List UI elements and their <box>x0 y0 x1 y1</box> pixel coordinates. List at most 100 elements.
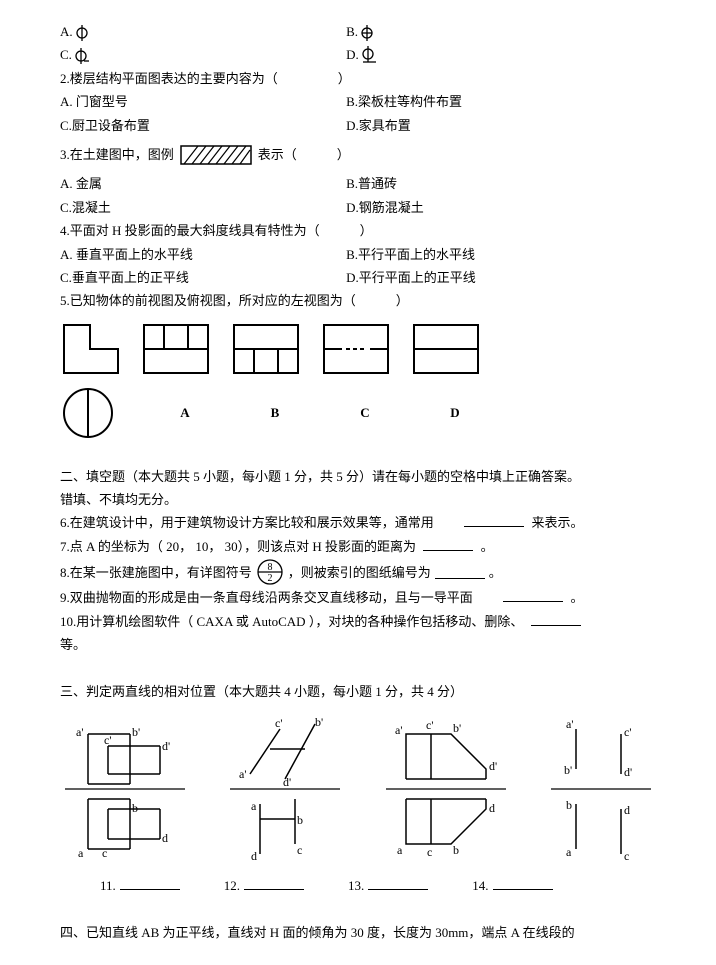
ans-12-blank <box>244 876 304 890</box>
q6: 6.在建筑设计中，用于建筑物设计方案比较和展示效果等，通常用 来表示。 <box>60 511 656 534</box>
section3-heading: 三、判定两直线的相对位置（本大题共 4 小题，每小题 1 分，共 4 分） <box>60 680 656 703</box>
q3-text-a: 3.在土建图中，图例 <box>60 143 174 166</box>
svg-text:c: c <box>427 845 432 859</box>
q6-b: 来表示。 <box>532 515 584 530</box>
q4-a: A. 垂直平面上的水平线 <box>60 243 346 266</box>
q2-b: B.梁板柱等构件布置 <box>346 90 632 113</box>
svg-text:c': c' <box>104 733 112 747</box>
q5-close: ） <box>396 289 409 312</box>
q4-options: A. 垂直平面上的水平线 B.平行平面上的水平线 C.垂直平面上的正平线 D.平… <box>60 243 656 290</box>
q4-stem: 4.平面对 H 投影面的最大斜度线具有特性为（ ） <box>60 219 656 242</box>
q2-stem: 2.楼层结构平面图表达的主要内容为（ ） <box>60 67 656 90</box>
section4-heading: 四、已知直线 AB 为正平线，直线对 H 面的倾角为 30 度，长度为 30mm… <box>60 921 656 944</box>
ans-14: 14. <box>472 874 556 897</box>
label-a: A <box>140 401 230 424</box>
q3-stem: 3.在土建图中，图例 表示（ ） <box>60 143 656 166</box>
svg-text:d: d <box>624 803 630 817</box>
svg-text:d': d' <box>489 759 497 773</box>
q1-opt-a: A. <box>60 20 346 43</box>
q5-labels: A B C D <box>60 385 656 441</box>
q7: 7.点 A 的坐标为（ 20， 10， 30），则该点对 H 投影面的距离为 。 <box>60 535 656 558</box>
svg-text:b: b <box>566 798 572 812</box>
label-c: C <box>320 401 410 424</box>
diagram-14: a' c' b' d' b d a c <box>546 714 656 864</box>
q1-b-label: B. <box>346 20 358 43</box>
q1-options: A. B. C. D. <box>60 20 656 67</box>
label-b: B <box>230 401 320 424</box>
q2-a: A. 门窗型号 <box>60 90 346 113</box>
q4-text: 4.平面对 H 投影面的最大斜度线具有特性为（ <box>60 219 320 242</box>
top-view-icon <box>60 385 122 441</box>
q1-a-label: A. <box>60 20 73 43</box>
svg-text:b: b <box>453 843 459 857</box>
fig-d-icon <box>410 321 482 377</box>
q7-b: 。 <box>481 539 494 554</box>
q1-c-label: C. <box>60 43 72 66</box>
svg-text:c': c' <box>275 716 283 730</box>
q3-c: C.混凝土 <box>60 196 346 219</box>
svg-text:d': d' <box>624 765 632 779</box>
q4-c: C.垂直平面上的正平线 <box>60 266 346 289</box>
svg-text:b': b' <box>132 725 140 739</box>
ans-11-n: 11. <box>100 878 116 893</box>
frac-top: 8 <box>267 562 272 573</box>
q1-opt-d: D. <box>346 43 632 66</box>
q2-options: A. 门窗型号 B.梁板柱等构件布置 C.厨卫设备布置 D.家具布置 <box>60 90 656 137</box>
svg-text:c': c' <box>426 718 434 732</box>
ans-14-blank <box>493 876 553 890</box>
diagrams-row: a' b' c' d' a b c d c' b' a' <box>60 714 656 864</box>
ans-14-n: 14. <box>472 878 488 893</box>
q1-opt-b: B. <box>346 20 632 43</box>
q8-b: ，则被索引的图纸编号为 <box>288 561 431 584</box>
svg-text:a: a <box>566 845 572 859</box>
q2-d: D.家具布置 <box>346 114 632 137</box>
label-d: D <box>410 401 500 424</box>
q7-blank <box>423 537 473 551</box>
svg-text:d': d' <box>162 739 170 753</box>
svg-text:a: a <box>251 799 257 813</box>
q4-b: B.平行平面上的水平线 <box>346 243 632 266</box>
svg-text:d: d <box>251 849 257 863</box>
svg-text:c': c' <box>624 725 632 739</box>
circle-cross-icon <box>360 23 374 41</box>
svg-text:d: d <box>162 831 168 845</box>
diagram-11: a' b' c' d' a b c d <box>60 714 190 864</box>
svg-text:a': a' <box>239 767 247 781</box>
q3-text-b: 表示（ <box>258 143 297 166</box>
circle-dash-icon <box>75 23 89 41</box>
svg-text:c: c <box>297 843 302 857</box>
svg-text:a': a' <box>76 725 84 739</box>
q9-a: 9.双曲抛物面的形成是由一条直母线沿两条交叉直线移动，且与一导平面 <box>60 590 473 605</box>
svg-text:b: b <box>132 801 138 815</box>
fig-c-icon <box>320 321 392 377</box>
svg-text:a': a' <box>566 717 574 731</box>
q8-a: 8.在某一张建施图中，有详图符号 <box>60 561 252 584</box>
q4-d: D.平行平面上的正平线 <box>346 266 632 289</box>
q10-tail: 等。 <box>60 633 656 656</box>
ans-12: 12. <box>224 874 308 897</box>
q3-options: A. 金属 B.普通砖 C.混凝土 D.钢筋混凝土 <box>60 172 656 219</box>
ans-11: 11. <box>100 874 184 897</box>
ans-12-n: 12. <box>224 878 240 893</box>
front-view-icon <box>60 321 122 377</box>
q10-blank <box>531 612 581 626</box>
q4-close: ） <box>360 219 373 242</box>
q10-a: 10.用计算机绘图软件（ CAXA 或 AutoCAD ），对块的各种操作包括移… <box>60 614 523 629</box>
diagram-13: a' c' b' d' a c b d <box>381 714 511 864</box>
q9-b: 。 <box>571 590 584 605</box>
q1-d-label: D. <box>346 43 359 66</box>
ans-13-n: 13. <box>348 878 364 893</box>
q5-figures <box>60 321 656 377</box>
answers-row: 11. 12. 13. 14. <box>100 874 656 897</box>
hatch-icon <box>180 145 252 165</box>
diagram-12: c' b' a' d' a b d c <box>225 714 345 864</box>
svg-text:d': d' <box>283 775 291 789</box>
q8-blank <box>435 565 485 579</box>
q5-stem: 5.已知物体的前视图及俯视图，所对应的左视图为（ ） <box>60 289 656 312</box>
q5-text: 5.已知物体的前视图及俯视图，所对应的左视图为（ <box>60 289 356 312</box>
svg-text:a: a <box>78 846 84 860</box>
q7-a: 7.点 A 的坐标为（ 20， 10， 30），则该点对 H 投影面的距离为 <box>60 539 416 554</box>
svg-text:b': b' <box>564 763 572 777</box>
q1-opt-c: C. <box>60 43 346 66</box>
detail-symbol-icon: 8 2 <box>256 558 284 586</box>
